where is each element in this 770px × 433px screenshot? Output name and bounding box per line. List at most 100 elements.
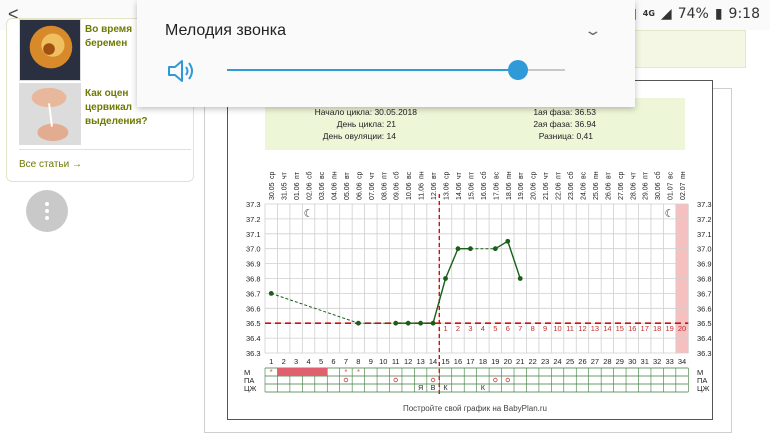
more-options-button[interactable]	[26, 190, 68, 232]
signal-icon: ◢	[660, 6, 672, 22]
date-label: 31.05	[282, 182, 289, 200]
weekday-label: вс	[319, 171, 326, 179]
pa-mark	[393, 377, 398, 383]
volume-icon[interactable]	[167, 58, 195, 84]
day-number-label: 26	[578, 357, 586, 366]
y-tick-label: 37.3	[246, 200, 261, 209]
temperature-point	[455, 246, 461, 252]
date-label: 20.06	[531, 182, 538, 200]
weekday-label: вт	[431, 171, 438, 179]
weekday-label: пн	[331, 171, 338, 179]
date-label: 13.06	[444, 182, 451, 200]
cycle-start-text: Начало цикла: 30.05.2018	[315, 107, 418, 117]
luteal-day-label: 6	[506, 324, 510, 333]
day-number-label: 30	[628, 357, 636, 366]
date-label: 10.06	[406, 182, 413, 200]
temperature-segment	[494, 240, 509, 250]
luteal-day-label: 16	[628, 324, 636, 333]
date-label: 21.06	[543, 182, 550, 200]
y-tick-label: 36.4	[246, 334, 261, 343]
weekday-label: пн	[419, 171, 426, 179]
y-tick-label: 36.8	[246, 275, 261, 284]
weekday-label: чт	[630, 171, 637, 179]
weekday-label: вт	[518, 171, 525, 179]
weekday-label: ср	[269, 172, 276, 180]
article-title[interactable]: Во время беремен	[85, 24, 133, 49]
ringtone-volume-dialog: Мелодия звонка ⌄	[137, 0, 635, 107]
row-label: ЦЖ	[244, 384, 257, 393]
article-item[interactable]: Во время беремен	[19, 19, 191, 81]
all-articles-link[interactable]: Все статьи →	[19, 159, 82, 170]
date-label: 07.06	[369, 182, 376, 200]
date-label: 22.06	[556, 182, 563, 200]
date-label: 18.06	[506, 182, 513, 200]
date-label: 12.06	[431, 182, 438, 200]
weekday-label: пт	[468, 171, 475, 179]
day-number-label: 15	[441, 357, 449, 366]
pa-mark	[493, 377, 498, 383]
date-label: 25.06	[593, 182, 600, 200]
y-tick-label: 36.9	[246, 260, 261, 269]
luteal-day-label: 17	[641, 324, 649, 333]
day-number-label: 29	[616, 357, 624, 366]
moon-icon: ☾	[665, 208, 675, 220]
weekday-label: вс	[493, 171, 500, 179]
date-label: 01.07	[668, 182, 675, 200]
m-star-mark: *	[270, 368, 273, 377]
divider	[19, 149, 191, 150]
day-number-label: 20	[504, 357, 512, 366]
article-item[interactable]: Как оцен цервикал выделения?	[19, 83, 191, 145]
date-label: 30.06	[655, 182, 662, 200]
weekday-label: пт	[556, 171, 563, 179]
weekday-label: вс	[406, 171, 413, 179]
y-tick-label: 37.1	[246, 230, 261, 239]
luteal-day-label: 7	[518, 324, 522, 333]
cz-mark: К	[443, 385, 448, 392]
day-number-label: 17	[466, 357, 474, 366]
day-number-label: 2	[282, 357, 286, 366]
luteal-day-label: 1	[443, 324, 447, 333]
ovulation-day-text: День овуляции: 14	[323, 131, 396, 141]
cz-mark: Я	[418, 385, 423, 392]
clock: 9:18	[728, 6, 760, 22]
temperature-point	[430, 320, 436, 326]
y-tick-label: 36.6	[697, 304, 712, 313]
article-title[interactable]: Как оцен цервикал выделения?	[85, 88, 148, 127]
date-label: 27.06	[618, 182, 625, 200]
luteal-day-label: 18	[653, 324, 661, 333]
row-label: ЦЖ	[697, 384, 710, 393]
pa-mark	[343, 377, 349, 383]
date-label: 03.06	[319, 182, 326, 200]
date-label: 04.06	[331, 182, 338, 200]
phase1-text: 1ая фаза: 36.53	[533, 107, 596, 117]
date-label: 16.06	[481, 182, 488, 200]
weekday-label: пт	[381, 171, 388, 179]
weekday-label: ср	[531, 172, 538, 180]
dot-icon	[45, 216, 49, 220]
cz-mark: К	[481, 385, 486, 392]
luteal-day-label: 19	[665, 324, 673, 333]
day-number-label: 10	[379, 357, 387, 366]
day-number-label: 16	[454, 357, 462, 366]
cycle-day-text: День цикла: 21	[337, 119, 397, 129]
chevron-down-icon[interactable]: ⌄	[583, 22, 603, 38]
m-star-mark: *	[344, 368, 347, 377]
weekday-label: ср	[444, 172, 451, 180]
cz-mark: В	[431, 385, 436, 392]
day-number-label: 9	[369, 357, 373, 366]
luteal-day-label: 12	[578, 324, 586, 333]
back-arrow-icon[interactable]: <	[8, 4, 19, 24]
date-label: 05.06	[344, 182, 351, 200]
volume-slider[interactable]	[227, 60, 565, 80]
weekday-label: сб	[306, 171, 314, 179]
volume-slider-thumb[interactable]	[507, 60, 528, 80]
y-tick-label: 37.1	[697, 230, 712, 239]
luteal-day-label: 14	[603, 324, 611, 333]
date-label: 28.06	[630, 182, 637, 200]
temperature-point	[505, 238, 511, 244]
temperature-segment	[507, 241, 521, 279]
date-label: 15.06	[468, 182, 475, 200]
date-label: 24.06	[580, 182, 587, 200]
weekday-label: пн	[506, 171, 513, 179]
day-number-label: 24	[553, 357, 561, 366]
